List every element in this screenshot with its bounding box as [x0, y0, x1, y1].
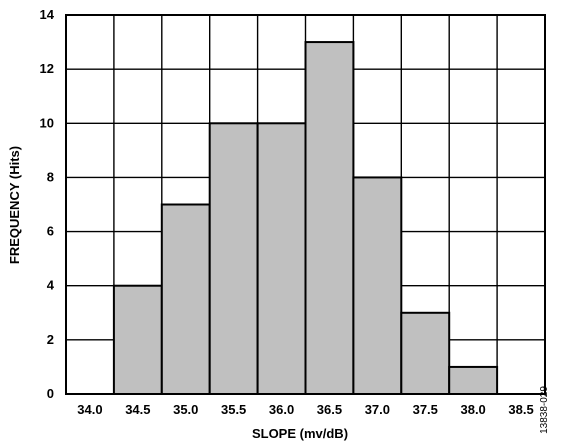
x-tick-label: 36.0: [269, 402, 294, 417]
bar-38-0: [448, 365, 499, 395]
y-tick-label: 2: [47, 332, 54, 347]
y-tick-label: 14: [40, 7, 55, 22]
y-tick-label: 0: [47, 386, 54, 401]
x-tick-label: 38.0: [460, 402, 485, 417]
x-tick-label: 37.5: [413, 402, 438, 417]
figure-id: 13838-029: [539, 386, 550, 434]
bar-35-0: [160, 203, 211, 395]
x-tick-label: 36.5: [317, 402, 342, 417]
bar-37-5: [400, 311, 451, 395]
x-tick-label: 35.0: [173, 402, 198, 417]
bar-37-0: [352, 176, 403, 395]
y-tick-label: 8: [47, 169, 54, 184]
y-tick-labels: 0 2 4 6 8 10 12 14: [40, 7, 55, 401]
bar-36-0: [256, 122, 307, 396]
bar-34-5: [112, 284, 163, 396]
y-tick-label: 6: [47, 224, 54, 239]
plot-frame: [65, 14, 546, 395]
x-tick-label: 34.0: [77, 402, 102, 417]
bar-35-5: [208, 122, 259, 396]
y-tick-label: 10: [40, 115, 54, 130]
x-axis-label: SLOPE (mv/dB): [252, 426, 348, 441]
x-tick-label: 37.0: [365, 402, 390, 417]
y-tick-label: 4: [47, 278, 55, 293]
bars: [112, 41, 499, 396]
x-tick-label: 35.5: [221, 402, 246, 417]
x-tick-label: 38.5: [508, 402, 533, 417]
y-axis-label: FREQUENCY (Hits): [7, 146, 22, 264]
y-tick-label: 12: [40, 61, 54, 76]
bar-36-5: [304, 41, 355, 395]
x-tick-labels: 34.0 34.5 35.0 35.5 36.0 36.5 37.0 37.5 38.0 38.5: [77, 402, 533, 417]
x-tick-label: 34.5: [125, 402, 150, 417]
